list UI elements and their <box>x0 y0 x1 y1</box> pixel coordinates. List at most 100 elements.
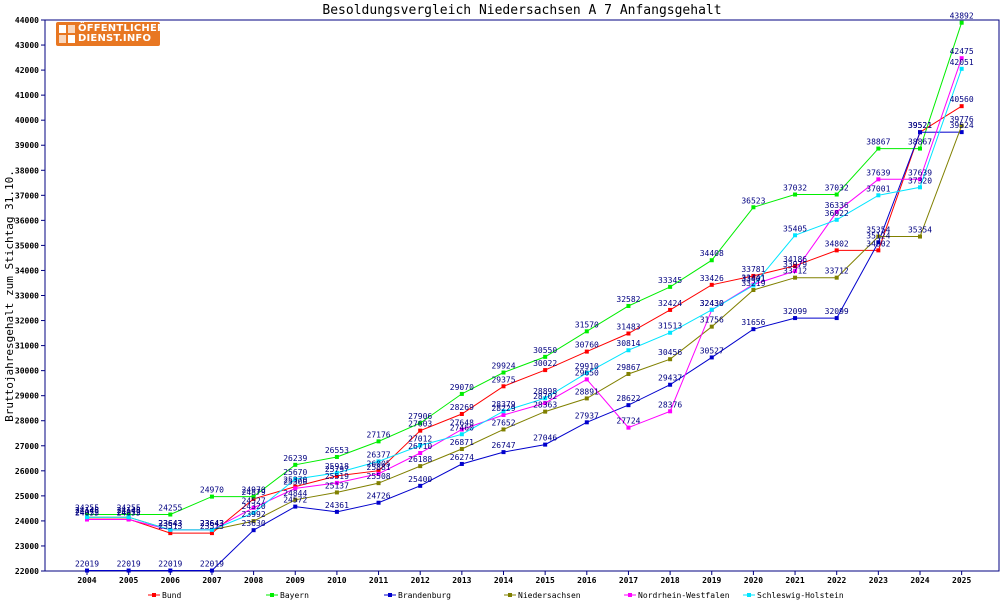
data-label: 39524 <box>950 121 974 130</box>
data-point <box>918 130 922 135</box>
data-point <box>418 451 423 456</box>
data-point <box>543 409 548 414</box>
y-axis-label: Bruttojahresgehalt zum Stichtag 31.10. <box>3 170 16 422</box>
data-label: 33426 <box>700 274 724 283</box>
y-tick-label: 43000 <box>15 41 39 50</box>
data-point <box>293 462 298 467</box>
data-point <box>376 481 381 486</box>
data-label: 25508 <box>367 472 391 481</box>
series-line-nordrhein-westfalen <box>87 58 963 531</box>
data-point <box>501 412 506 417</box>
data-label: 30527 <box>700 346 724 355</box>
x-tick-label: 2018 <box>660 576 679 585</box>
data-label: 23643 <box>158 519 182 528</box>
data-label: 29375 <box>491 375 515 384</box>
data-label: 24361 <box>325 501 349 510</box>
data-label: 27460 <box>450 423 474 432</box>
data-label: 23643 <box>158 519 182 528</box>
data-point <box>626 303 631 308</box>
legend-label: Nordrhein-Westfalen <box>638 591 730 600</box>
legend-label: Brandenburg <box>398 591 451 600</box>
data-label: 24148 <box>75 506 99 515</box>
data-label: 33401 <box>741 274 765 283</box>
x-tick-label: 2025 <box>952 576 971 585</box>
y-tick-label: 42000 <box>15 66 39 75</box>
data-point <box>876 146 881 151</box>
data-label: 24255 <box>117 504 141 513</box>
data-point <box>418 421 423 426</box>
data-label: 28622 <box>616 394 640 403</box>
data-label: 27906 <box>408 412 432 421</box>
data-label: 25519 <box>325 472 349 481</box>
logo-mark-icon <box>59 25 75 43</box>
y-tick-label: 41000 <box>15 91 39 100</box>
data-label: 33441 <box>741 273 765 282</box>
data-point <box>418 443 423 448</box>
data-point <box>418 464 423 469</box>
y-tick-label: 29000 <box>15 392 39 401</box>
data-point <box>668 284 673 289</box>
data-label: 24726 <box>367 492 391 501</box>
data-label: 35124 <box>866 231 890 240</box>
data-point <box>668 330 673 335</box>
data-point <box>334 490 339 495</box>
data-point <box>168 527 173 532</box>
series-line-brandenburg <box>87 131 962 571</box>
data-label: 32099 <box>783 307 807 316</box>
y-tick-label: 32000 <box>15 317 39 326</box>
data-label: 24970 <box>242 486 266 495</box>
data-label: 26710 <box>408 442 432 451</box>
data-label: 25300 <box>283 477 307 486</box>
data-label: 25670 <box>283 468 307 477</box>
data-point <box>293 504 298 509</box>
data-point <box>209 568 214 573</box>
data-label: 24148 <box>117 506 141 515</box>
data-label: 38867 <box>908 138 932 147</box>
data-point <box>709 324 714 329</box>
data-label: 42475 <box>950 47 974 56</box>
data-label: 33712 <box>825 267 849 276</box>
series-line-schleswig-holstein <box>87 68 963 531</box>
data-point <box>85 568 89 573</box>
data-point <box>918 234 922 239</box>
data-label: 40560 <box>950 95 974 104</box>
y-tick-label: 36000 <box>15 216 39 225</box>
data-point <box>959 66 964 71</box>
data-point <box>85 512 89 517</box>
data-label: 23992 <box>242 510 266 519</box>
data-point <box>876 177 881 182</box>
data-label: 26377 <box>367 450 391 459</box>
data-label: 24879 <box>242 488 266 497</box>
data-label: 29910 <box>575 362 599 371</box>
data-point <box>584 420 589 425</box>
data-point <box>834 217 839 222</box>
data-point <box>251 528 256 533</box>
legend-label: Niedersachsen <box>518 591 581 600</box>
data-point <box>501 384 506 389</box>
data-point <box>543 354 548 359</box>
data-point <box>543 442 548 447</box>
data-point <box>459 447 464 452</box>
data-point <box>501 450 506 455</box>
legend-label: Bund <box>162 591 181 600</box>
legend-marker <box>270 593 274 597</box>
data-point <box>709 282 714 287</box>
data-point <box>751 327 756 332</box>
data-point <box>584 370 589 375</box>
y-tick-label: 38000 <box>15 166 39 175</box>
data-label: 24072 <box>75 508 99 517</box>
data-label: 23643 <box>158 519 182 528</box>
x-tick-label: 2005 <box>119 576 138 585</box>
data-label: 31656 <box>741 318 765 327</box>
data-point <box>793 263 798 268</box>
data-point <box>126 515 131 520</box>
data-point <box>376 500 381 505</box>
data-label: 22019 <box>200 560 224 569</box>
data-label: 31483 <box>616 322 640 331</box>
data-label: 25918 <box>325 462 349 471</box>
data-label: 29437 <box>658 374 682 383</box>
data-point <box>584 377 589 382</box>
data-point <box>209 494 214 499</box>
data-label: 26188 <box>408 455 432 464</box>
